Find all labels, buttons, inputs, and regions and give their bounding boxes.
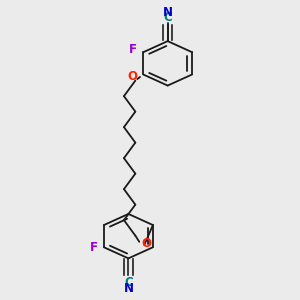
Text: F: F (129, 43, 137, 56)
Text: C: C (163, 11, 172, 23)
Text: N: N (163, 6, 173, 19)
Text: O: O (127, 70, 137, 83)
Text: N: N (123, 281, 134, 295)
Text: O: O (141, 237, 151, 250)
Text: C: C (124, 276, 133, 289)
Text: F: F (90, 241, 98, 254)
